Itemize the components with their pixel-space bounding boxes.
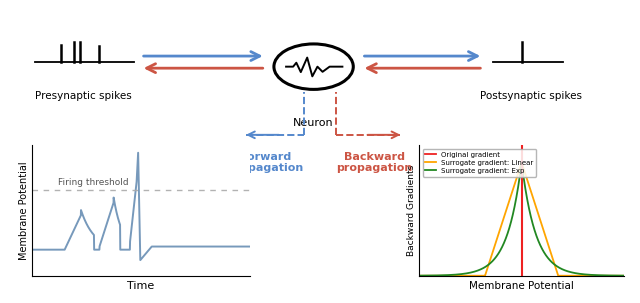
Surrogate gradient: Exp: (-3.59, 0.00156): Exp: (-3.59, 0.00156) — [426, 274, 433, 277]
Surrogate gradient: Exp: (0.002, 0.996): Exp: (0.002, 0.996) — [518, 161, 525, 165]
Surrogate gradient: Linear: (4, 0): Linear: (4, 0) — [620, 274, 628, 278]
Text: Firing threshold: Firing threshold — [58, 178, 129, 187]
Text: Presynaptic spikes: Presynaptic spikes — [35, 91, 132, 101]
Surrogate gradient: Exp: (2.3, 0.0158): Exp: (2.3, 0.0158) — [577, 272, 584, 276]
X-axis label: Membrane Potential: Membrane Potential — [469, 281, 574, 291]
Surrogate gradient: Exp: (-4, 0.000747): Exp: (-4, 0.000747) — [415, 274, 423, 278]
Surrogate gradient: Linear: (-0.322, 0.774): Linear: (-0.322, 0.774) — [509, 186, 517, 190]
Surrogate gradient: Exp: (-0.322, 0.56): Exp: (-0.322, 0.56) — [509, 211, 517, 214]
Line: Surrogate gradient: Linear: Surrogate gradient: Linear — [419, 163, 624, 276]
Text: Forward
propagation: Forward propagation — [227, 152, 304, 173]
Text: Neuron: Neuron — [293, 118, 334, 128]
Text: Postsynaptic spikes: Postsynaptic spikes — [480, 91, 582, 101]
Surrogate gradient: Linear: (2.3, 0): Linear: (2.3, 0) — [577, 274, 584, 278]
Surrogate gradient: Linear: (-3.59, 0): Linear: (-3.59, 0) — [426, 274, 433, 278]
Y-axis label: Backward Gradients: Backward Gradients — [408, 165, 417, 256]
X-axis label: Time: Time — [127, 281, 154, 291]
Surrogate gradient: Exp: (3.77, 0.00113): Exp: (3.77, 0.00113) — [614, 274, 622, 278]
Surrogate gradient: Linear: (3.77, 0): Linear: (3.77, 0) — [614, 274, 622, 278]
Line: Surrogate gradient: Exp: Surrogate gradient: Exp — [419, 163, 624, 276]
Y-axis label: Membrane Potential: Membrane Potential — [19, 161, 29, 260]
Surrogate gradient: Exp: (-0.11, 0.82): Exp: (-0.11, 0.82) — [515, 181, 523, 185]
Surrogate gradient: Linear: (3.77, 0): Linear: (3.77, 0) — [614, 274, 622, 278]
Surrogate gradient: Linear: (0.002, 0.999): Linear: (0.002, 0.999) — [518, 161, 525, 165]
Surrogate gradient: Linear: (-0.11, 0.923): Linear: (-0.11, 0.923) — [515, 169, 523, 173]
Text: Backward
propagation: Backward propagation — [336, 152, 413, 173]
Surrogate gradient: Exp: (4, 0.000747): Exp: (4, 0.000747) — [620, 274, 628, 278]
Surrogate gradient: Linear: (-4, 0): Linear: (-4, 0) — [415, 274, 423, 278]
Surrogate gradient: Exp: (3.77, 0.00113): Exp: (3.77, 0.00113) — [614, 274, 622, 278]
Legend: Original gradient, Surrogate gradient: Linear, Surrogate gradient: Exp: Original gradient, Surrogate gradient: L… — [422, 149, 536, 177]
